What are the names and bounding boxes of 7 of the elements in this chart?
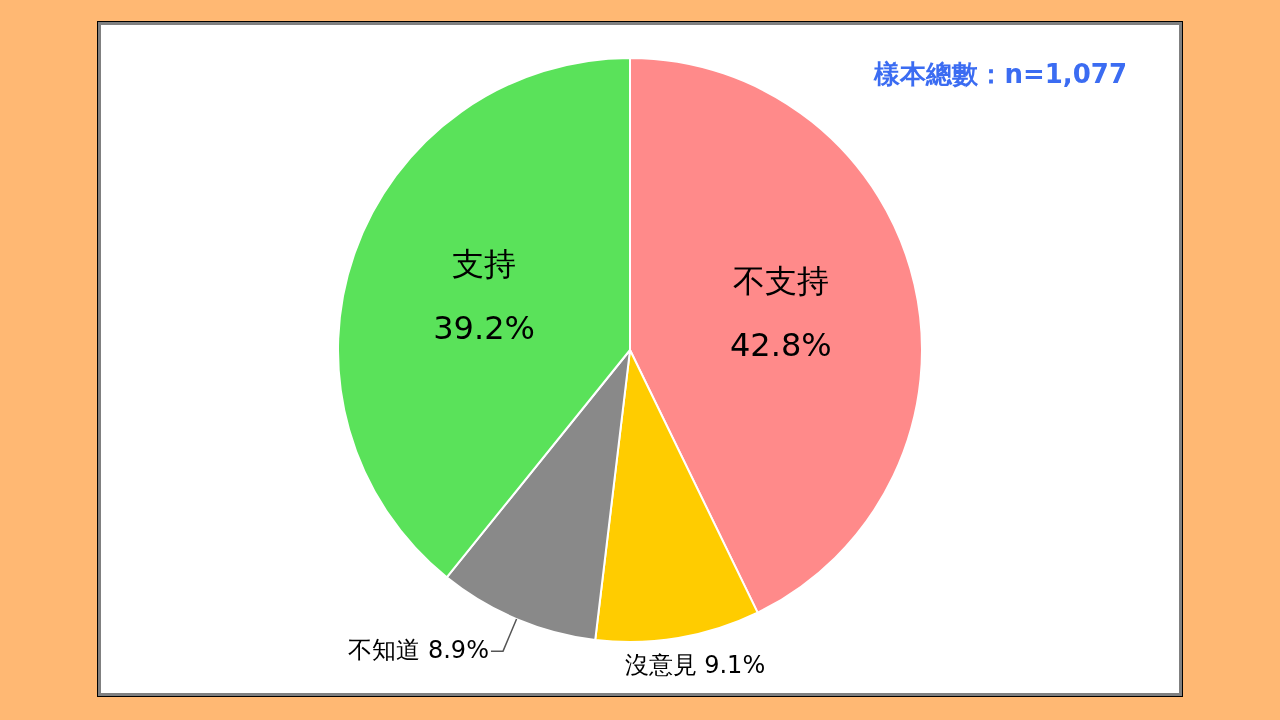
data-label: 39.2%	[433, 308, 535, 347]
slice-label: 支持	[452, 244, 517, 283]
data-label: 42.8%	[729, 325, 832, 364]
slice-label: 沒意見 9.1%	[624, 650, 766, 679]
slice-label: 不支持	[732, 261, 829, 300]
slice-label: 不知道 8.9%	[348, 635, 489, 664]
text: 樣本總數：n=1,077	[874, 58, 1127, 91]
